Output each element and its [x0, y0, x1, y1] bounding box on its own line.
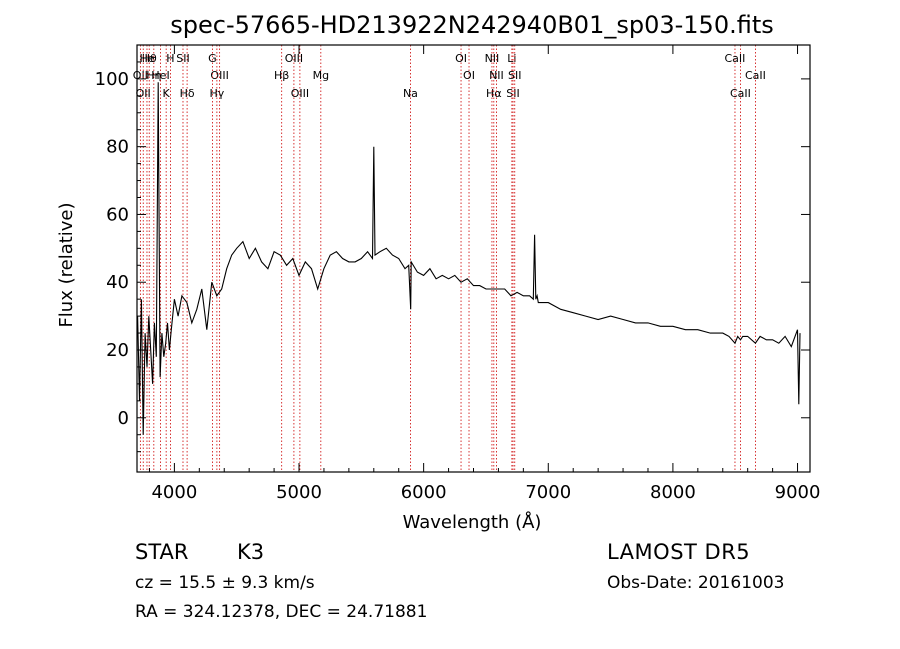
y-tick-label: 40	[106, 272, 129, 293]
marker-label: Hγ	[209, 87, 224, 100]
subclass: K3	[237, 540, 265, 564]
x-tick-label: 6000	[401, 482, 447, 503]
marker-label: G	[208, 52, 217, 65]
x-tick-label: 4000	[151, 482, 197, 503]
marker-label: CaII	[725, 52, 746, 65]
x-tick-label: 9000	[775, 482, 821, 503]
marker-label: Hα	[486, 87, 502, 100]
redshift-value: cz = 15.5 ± 9.3 km/s	[135, 573, 315, 593]
x-tick-label: 7000	[525, 482, 571, 503]
marker-label: NII	[485, 52, 500, 65]
marker-label: NII	[489, 69, 504, 82]
axes: 4000 5000 6000 7000 8000 9000 0 20 40 60 80 100	[95, 44, 821, 503]
line-markers: HθOIIOIIHeHηKHHeIHδSIIOIIIHγGHβOIIIOIIIM…	[133, 45, 766, 472]
y-tick-label: 80	[106, 137, 129, 158]
y-axis-label: Flux (relative)	[56, 202, 77, 327]
x-tick-label: 5000	[276, 482, 322, 503]
plot-frame	[136, 44, 811, 473]
marker-label: H	[166, 52, 174, 65]
marker-label: Mg	[313, 69, 329, 82]
marker-label: OII	[136, 87, 151, 100]
y-tick-label: 60	[106, 204, 129, 225]
marker-label: CaII	[730, 87, 751, 100]
y-tick-label: 100	[95, 69, 129, 90]
x-tick-label: 8000	[650, 482, 696, 503]
marker-label: OIII	[285, 52, 303, 65]
marker-label: SII	[508, 69, 521, 82]
marker-label: OI	[455, 52, 467, 65]
marker-label: OIII	[210, 69, 228, 82]
marker-label: Hβ	[274, 69, 289, 82]
chart-title: spec-57665-HD213922N242940B01_sp03-150.f…	[170, 11, 774, 39]
marker-label: SII	[506, 87, 519, 100]
marker-label: Hθ	[142, 52, 157, 65]
marker-label: K	[163, 87, 171, 100]
marker-label: CaII	[745, 69, 766, 82]
marker-label: Hδ	[180, 87, 195, 100]
survey-name: LAMOST DR5	[607, 540, 751, 564]
x-axis-label: Wavelength (Å)	[403, 511, 542, 533]
y-tick-label: 0	[118, 408, 129, 429]
marker-label: Hη	[146, 69, 161, 82]
object-class: STAR	[135, 540, 189, 564]
series-line-spectrum	[137, 82, 801, 435]
y-tick-label: 20	[106, 340, 129, 361]
marker-label: SII	[176, 52, 189, 65]
marker-label: OI	[463, 69, 475, 82]
marker-label: He	[139, 52, 154, 65]
observation-date: Obs-Date: 20161003	[607, 573, 785, 593]
marker-label: Na	[403, 87, 418, 100]
marker-label: Li	[507, 52, 516, 65]
marker-label: HeI	[151, 69, 169, 82]
coordinates: RA = 324.12378, DEC = 24.71881	[135, 602, 428, 622]
marker-label: OIII	[291, 87, 309, 100]
